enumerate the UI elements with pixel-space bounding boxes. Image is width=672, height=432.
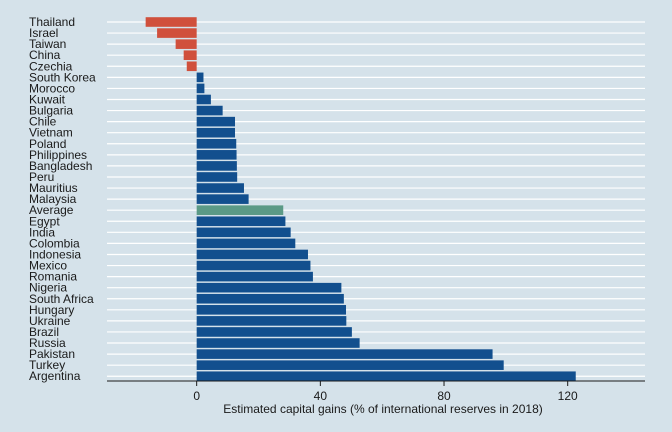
bar-taiwan (175, 39, 197, 49)
bar-turkey (196, 360, 504, 370)
bar-egypt (196, 216, 286, 227)
category-label: Romania (29, 270, 77, 284)
bar-malaysia (196, 194, 249, 204)
category-label: Malaysia (29, 192, 77, 206)
bar-thailand (145, 17, 197, 27)
x-tick-label: 40 (314, 389, 328, 403)
bar-russia (196, 338, 360, 348)
x-tick-label: 0 (193, 389, 200, 403)
category-label: South Korea (29, 70, 96, 84)
category-label: Israel (29, 26, 58, 40)
bar-vietnam (196, 127, 236, 138)
category-label: Brazil (29, 325, 59, 339)
bar-philippines (196, 150, 237, 160)
x-tick-label: 120 (558, 389, 578, 403)
x-axis-title: Estimated capital gains (% of internatio… (223, 402, 543, 416)
category-label: Vietnam (29, 126, 73, 140)
category-label: Czechia (29, 59, 73, 73)
category-label: Philippines (29, 148, 87, 162)
bar-hungary (196, 305, 347, 315)
x-axis: 0 40 80 120 (107, 380, 645, 403)
x-tick-label: 80 (437, 389, 451, 403)
category-label: Bulgaria (29, 104, 73, 118)
bar-south-korea (196, 72, 204, 83)
category-label: South Africa (29, 292, 94, 306)
bar-mexico (196, 260, 311, 271)
category-label: Argentina (29, 369, 81, 383)
category-label: Pakistan (29, 347, 75, 361)
category-label: Morocco (29, 81, 75, 95)
bar-india (196, 227, 291, 238)
category-label: Kuwait (29, 92, 66, 106)
category-label: Ukraine (29, 314, 71, 328)
grid-lines (107, 21, 645, 377)
bar-mauritius (196, 183, 244, 193)
bar-bangladesh (196, 161, 237, 171)
bar-poland (196, 138, 237, 149)
bar-brazil (196, 327, 352, 337)
category-label: Mexico (29, 259, 67, 273)
bar-peru (196, 172, 238, 182)
category-label: Indonesia (29, 247, 81, 261)
bar-chile (196, 116, 236, 127)
bar-south-africa (196, 293, 344, 304)
category-label: Bangladesh (29, 159, 92, 173)
category-label: Average (29, 203, 74, 217)
category-label: Taiwan (29, 37, 66, 51)
bar-china (183, 50, 197, 61)
category-label: Colombia (29, 236, 80, 250)
bar-bulgaria (196, 105, 223, 116)
category-label: China (29, 48, 61, 62)
category-label: Egypt (29, 214, 60, 228)
bar-israel (157, 28, 197, 38)
bar-ukraine (196, 316, 347, 326)
category-label: Russia (29, 336, 66, 350)
bars (145, 17, 576, 382)
bar-romania (196, 271, 313, 282)
category-label: Poland (29, 137, 66, 151)
bar-kuwait (196, 94, 211, 105)
category-label: Turkey (29, 358, 65, 372)
bar-nigeria (196, 282, 342, 293)
category-label: Hungary (29, 303, 74, 317)
category-label: Mauritius (29, 181, 78, 195)
bar-average (196, 205, 284, 215)
bar-czechia (186, 61, 197, 72)
category-label: Peru (29, 170, 54, 184)
bar-indonesia (196, 249, 308, 260)
category-label: Chile (29, 115, 57, 129)
category-label: India (29, 225, 55, 239)
bar-pakistan (196, 349, 493, 359)
bar-morocco (196, 83, 205, 94)
category-label: Thailand (29, 15, 75, 29)
bar-colombia (196, 238, 296, 249)
bar-argentina (196, 371, 576, 382)
category-label: Nigeria (29, 281, 67, 295)
